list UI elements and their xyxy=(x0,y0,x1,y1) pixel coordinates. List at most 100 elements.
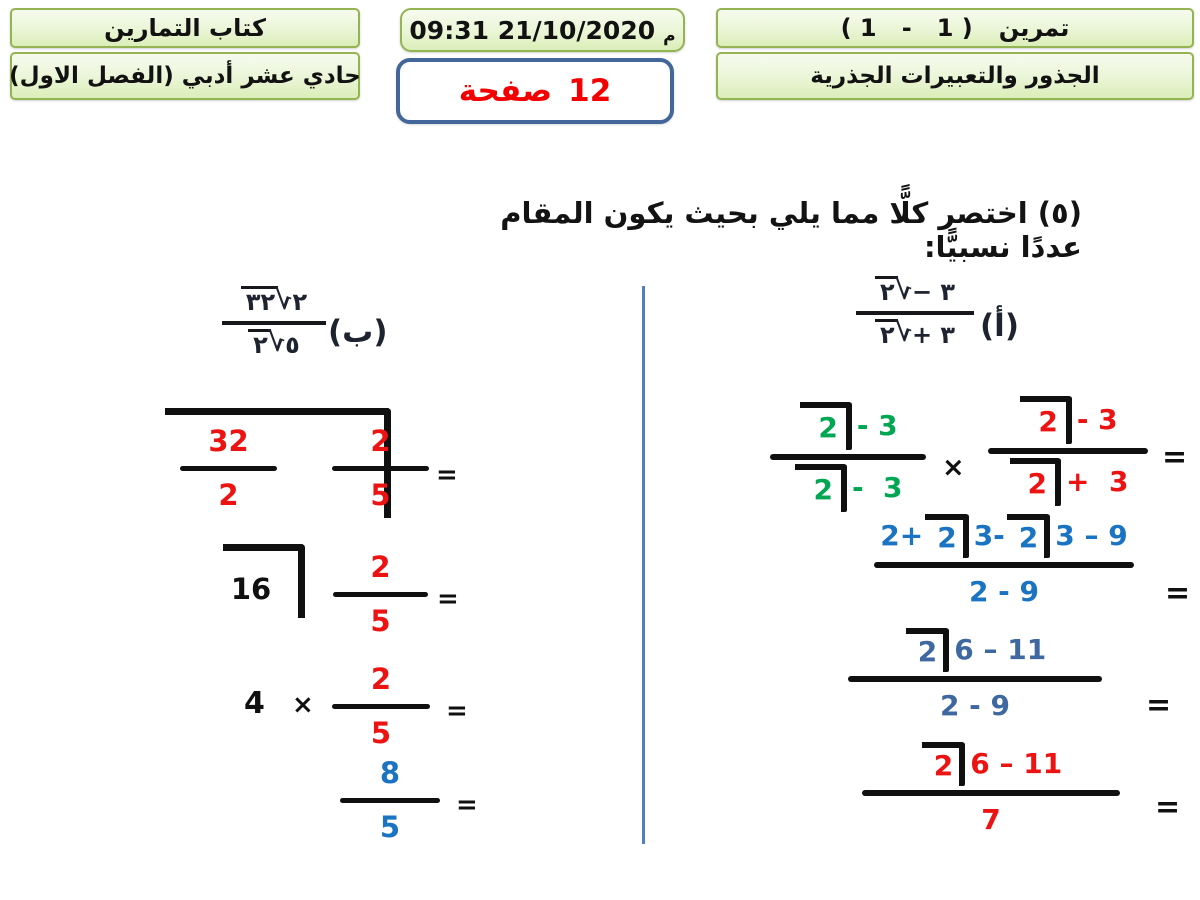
b-step3-factor: 4 xyxy=(244,686,265,721)
part-b-printed-fraction: ٣٢ √ ٢ ٢ √ ٥ xyxy=(222,286,326,361)
numerator-rest: - 3 xyxy=(1076,403,1118,436)
fraction-bar xyxy=(848,676,1102,682)
radicand: 2 xyxy=(937,521,957,554)
term: 3 – 9 xyxy=(1055,519,1128,552)
fraction-bar xyxy=(333,592,428,597)
a-step4-fraction: 2 6 – 11 7 xyxy=(862,742,1120,834)
radical-sign: 2 xyxy=(1009,458,1062,506)
term: 2+ xyxy=(880,519,924,552)
header-datetime-box: 09:31 21/10/2020 م xyxy=(400,8,685,52)
exercise-number: ( 1 - 1 ) xyxy=(840,14,973,42)
exercise-word: تمرين xyxy=(998,14,1070,42)
numerator-rest: - 3 xyxy=(856,409,898,442)
meridiem-label: م xyxy=(663,26,676,46)
radicand: 2 xyxy=(1038,405,1058,438)
coefficient: ٢ xyxy=(292,288,308,316)
denominator-rest: - 3 xyxy=(851,471,903,504)
b-step3-rational-fraction: 2 5 xyxy=(332,658,430,753)
fraction-bar xyxy=(340,798,440,803)
b-step1-rational-fraction: 2 5 xyxy=(332,420,429,515)
denominator: 2 + 3 xyxy=(1008,458,1128,506)
radical-sign: 2 xyxy=(921,742,966,786)
radical-sign: 2 xyxy=(1020,396,1072,444)
numerator: 32 xyxy=(208,423,249,458)
fraction-bar xyxy=(988,448,1148,454)
radicand: 2 xyxy=(813,473,833,506)
numerator: 2 - 3 xyxy=(1018,396,1118,444)
part-b-printed-numerator: ٣٢ √ ٢ xyxy=(240,285,308,319)
equals-sign: = xyxy=(446,696,468,726)
b-step1-radicand-fraction: 32 2 xyxy=(180,420,277,515)
b-step4-result-fraction: 8 5 xyxy=(340,752,440,847)
radical-sign: 2 xyxy=(1006,514,1051,558)
fraction-bar xyxy=(332,466,429,471)
radicand: 2 xyxy=(933,749,954,782)
denominator: 5 xyxy=(370,715,392,750)
fraction-bar xyxy=(332,704,430,709)
page-number-box: صفحة 12 xyxy=(396,58,674,124)
fraction-bar xyxy=(874,562,1134,568)
numerator: 2 xyxy=(370,661,392,696)
fraction-bar xyxy=(180,466,277,471)
numerator: 2+ 2 3- 2 3 – 9 xyxy=(880,514,1128,558)
header-grade-box: حادي عشر أدبي (الفصل الاول) xyxy=(9,52,361,100)
header-book-box: كتاب التمارين xyxy=(10,8,360,48)
part-a-printed-denominator: ٢ √ + ٣ xyxy=(874,318,955,352)
a-step3-fraction: 2 6 – 11 2 - 9 xyxy=(848,628,1102,720)
radical-sign: √ xyxy=(275,285,293,316)
equals-sign: = xyxy=(1162,440,1188,475)
equals-sign: = xyxy=(456,790,478,820)
b-step1-radical-sign xyxy=(165,408,391,518)
denominator: 5 xyxy=(370,477,391,512)
denominator: 2 - 3 xyxy=(793,464,903,512)
a-step1-red-fraction: 2 - 3 2 + 3 xyxy=(988,396,1148,506)
fraction-bar xyxy=(856,310,974,315)
denominator: 2 - 9 xyxy=(939,689,1011,722)
fraction-bar xyxy=(770,454,926,460)
part-b-printed-denominator: ٢ √ ٥ xyxy=(248,328,300,362)
term: 3- xyxy=(973,519,1005,552)
fraction-bar xyxy=(222,320,326,325)
numerator-rest: 6 – 11 xyxy=(954,633,1047,666)
equals-sign: = xyxy=(1155,790,1181,825)
radical-sign: 2 xyxy=(800,402,852,450)
radical-sign: √ xyxy=(894,275,912,306)
header-exercise-box: تمرين ( 1 - 1 ) xyxy=(716,8,1194,48)
denominator: 2 - 9 xyxy=(968,575,1040,608)
denominator: 7 xyxy=(981,803,1001,836)
multiplication-sign: × xyxy=(292,690,314,720)
denominator: 5 xyxy=(370,603,391,638)
datetime-text: 09:31 21/10/2020 xyxy=(409,15,656,45)
header-lesson-box: الجذور والتعبيرات الجذرية xyxy=(716,52,1194,100)
b-step2-rational-fraction: 2 5 xyxy=(333,546,428,641)
a-step1-green-fraction: 2 - 3 2 - 3 xyxy=(770,402,926,512)
equals-sign: = xyxy=(436,460,458,490)
radicand: ٢ xyxy=(248,328,271,360)
numerator-rest: 6 – 11 xyxy=(970,747,1063,780)
part-b-label: (ب) xyxy=(328,314,388,350)
equals-sign: = xyxy=(1165,576,1191,611)
book-title: كتاب التمارين xyxy=(104,14,266,42)
radicand: ٢ xyxy=(874,318,898,350)
b-step2-radicand: 16 xyxy=(230,572,272,606)
numerator: 8 xyxy=(379,755,401,790)
radical-sign: 2 xyxy=(795,464,847,512)
radicand: 2 xyxy=(818,411,838,444)
radical-sign: √ xyxy=(894,318,912,349)
coefficient: ٥ xyxy=(285,330,300,359)
problem-title: (٥) اختصر كلًّا مما يلي بحيث يكون المقام… xyxy=(500,196,1082,264)
numerator-rest: − ٣ xyxy=(911,278,956,306)
numerator: 2 - 3 xyxy=(798,402,898,450)
radicand: ٣٢ xyxy=(240,286,279,317)
numerator: 2 xyxy=(370,423,391,458)
equals-sign: = xyxy=(437,584,459,614)
radical-sign: 2 xyxy=(925,514,969,558)
radical-sign: √ xyxy=(267,328,286,359)
lesson-title: الجذور والتعبيرات الجذرية xyxy=(810,63,1100,89)
radicand: 2 xyxy=(1018,521,1039,554)
numerator: 2 6 – 11 xyxy=(920,742,1062,786)
radicand: 2 xyxy=(1027,467,1048,500)
radicand: 2 xyxy=(917,635,938,668)
radical-sign: 2 xyxy=(905,628,950,672)
